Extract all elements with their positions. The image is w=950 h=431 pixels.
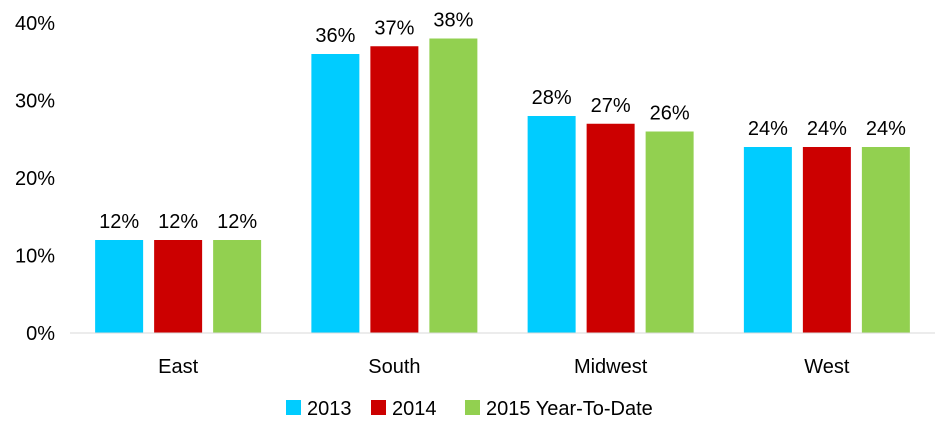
legend-label: 2013 (307, 398, 352, 420)
y-tick-label: 20% (15, 168, 55, 190)
data-label: 12% (217, 211, 257, 233)
y-axis: 0% 10% 20% 30% 40% (15, 13, 55, 345)
bar-west-2014 (802, 147, 851, 333)
bar-east-2015-year-to-date (213, 240, 262, 333)
data-label: 37% (374, 17, 414, 39)
legend-label: 2015 Year-To-Date (486, 398, 653, 420)
data-label: 38% (433, 10, 473, 32)
y-tick-label: 30% (15, 91, 55, 113)
category-label-south: South (368, 356, 420, 378)
bar-west-2013 (743, 147, 792, 333)
legend: 2013 2014 2015 Year-To-Date (286, 398, 653, 420)
data-label: 12% (158, 211, 198, 233)
bar-east-2013 (95, 240, 144, 333)
legend-swatch (286, 400, 301, 415)
legend-swatch (465, 400, 480, 415)
data-label: 24% (866, 118, 906, 140)
bar-south-2015-year-to-date (429, 38, 478, 333)
bars-group: 12% 12% 12% 36% 37% 38% 28% 27% 26% 24% 24% 24% (95, 10, 910, 333)
data-label: 28% (532, 87, 572, 109)
data-label: 26% (650, 103, 690, 125)
bar-east-2014 (154, 240, 203, 333)
bar-south-2014 (370, 46, 419, 333)
data-label: 36% (315, 25, 355, 47)
data-label: 24% (748, 118, 788, 140)
y-tick-label: 0% (26, 323, 55, 345)
category-label-east: East (158, 356, 198, 378)
data-label: 24% (807, 118, 847, 140)
category-label-west: West (804, 356, 850, 378)
y-tick-label: 10% (15, 246, 55, 268)
bar-west-2015-year-to-date (861, 147, 910, 333)
legend-label: 2014 (392, 398, 437, 420)
bar-midwest-2013 (527, 116, 576, 333)
data-label: 27% (591, 95, 631, 117)
data-label: 12% (99, 211, 139, 233)
x-axis: East South Midwest West (70, 332, 935, 378)
category-label-midwest: Midwest (574, 356, 648, 378)
legend-swatch (371, 400, 386, 415)
y-tick-label: 40% (15, 13, 55, 35)
bar-midwest-2014 (586, 123, 635, 333)
bar-south-2013 (311, 54, 360, 333)
bar-midwest-2015-year-to-date (645, 131, 694, 333)
